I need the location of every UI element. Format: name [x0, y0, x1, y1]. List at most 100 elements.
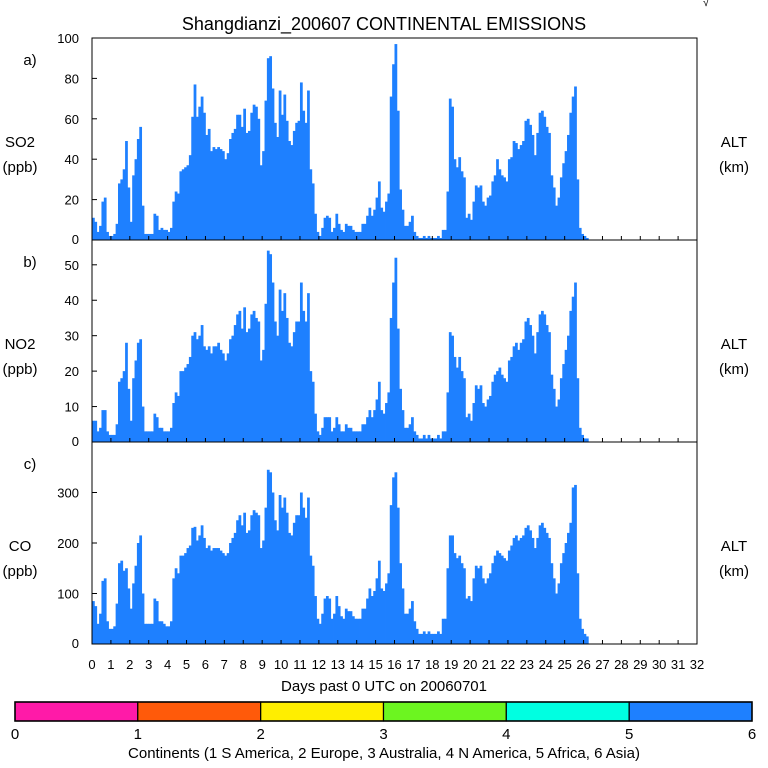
- bar-asia: [233, 325, 237, 442]
- bar-asia: [240, 328, 244, 442]
- bar-asia: [283, 94, 287, 240]
- bar-asia: [122, 570, 126, 644]
- x-tick-label: 28: [614, 657, 628, 672]
- bar-asia: [401, 209, 405, 240]
- y-tick-label: 0: [72, 636, 79, 651]
- x-tick-label: 0: [88, 657, 95, 672]
- bar-asia: [226, 153, 230, 240]
- bar-asia: [285, 317, 289, 442]
- bar-asia: [318, 434, 322, 442]
- bar-asia: [477, 568, 480, 644]
- bar-asia: [231, 537, 235, 644]
- bar-asia: [221, 151, 225, 240]
- x-tick-label: 4: [164, 657, 171, 672]
- bar-asia: [418, 237, 421, 240]
- bar-asia: [489, 195, 492, 240]
- bar-asia: [562, 163, 566, 240]
- bar-asia: [500, 374, 504, 442]
- bar-asia: [571, 296, 575, 442]
- bar-asia: [162, 431, 166, 442]
- bar-asia: [304, 122, 308, 240]
- bar-asia: [333, 613, 336, 644]
- bar-asia: [151, 233, 154, 240]
- bar-asia: [122, 371, 126, 442]
- bar-asia: [141, 205, 145, 240]
- bar-asia: [266, 469, 270, 644]
- x-tick-label: 12: [312, 657, 326, 672]
- bar-asia: [281, 310, 284, 442]
- bar-asia: [238, 515, 242, 644]
- x-axis-label: Days past 0 UTC on 20060701: [281, 678, 487, 695]
- bar-asia: [394, 44, 398, 241]
- panel-3: 0 100 200 300 c) CO (ppb) ALT (km): [2, 441, 749, 651]
- bar-asia: [538, 525, 542, 644]
- bar-asia: [245, 132, 249, 240]
- bar-asia: [318, 235, 322, 240]
- bar-asia: [259, 360, 263, 442]
- y-tick-label: 100: [57, 587, 79, 602]
- bar-asia: [498, 553, 502, 644]
- bar-asia: [174, 392, 178, 442]
- y-tick-label: 60: [65, 112, 79, 127]
- bar-asia: [108, 628, 112, 644]
- bar-asia: [481, 578, 485, 644]
- bar-asia: [531, 134, 535, 240]
- bar-asia: [375, 399, 379, 442]
- bar-asia: [470, 219, 473, 240]
- x-tick-label: 11: [293, 657, 307, 672]
- bar-asia: [496, 371, 499, 442]
- bar-asia: [541, 110, 544, 240]
- x-tick-label: 1: [107, 657, 114, 672]
- bar-asia: [337, 223, 341, 240]
- bar-asia: [552, 578, 556, 644]
- bar-asia: [257, 118, 261, 240]
- bar-asia: [229, 139, 232, 240]
- bar-asia: [99, 613, 102, 644]
- bar-asia: [219, 349, 223, 442]
- bar-asia: [342, 618, 346, 644]
- bar-asia: [576, 378, 580, 442]
- bar-asia: [507, 360, 511, 442]
- bar-asia: [318, 623, 322, 644]
- bar-asia: [292, 130, 296, 240]
- colorbar-swatch: [505, 701, 630, 722]
- x-tick-label: 18: [425, 657, 439, 672]
- bar-asia: [148, 431, 152, 442]
- bar-asia: [148, 623, 152, 644]
- bar-asia: [505, 181, 509, 240]
- bar-asia: [484, 205, 488, 240]
- bar-asia: [543, 527, 547, 644]
- bar-asia: [214, 149, 218, 240]
- bar-asia: [205, 548, 209, 644]
- bar-asia: [446, 191, 450, 240]
- bar-asia: [295, 321, 298, 442]
- panel-1: 0 20 40 60 80 100 a) SO2 (ppb) ALT (km): [2, 31, 749, 247]
- bar-asia: [186, 165, 190, 240]
- bar-asia: [184, 367, 187, 442]
- y-axis-units: (ppb): [2, 361, 37, 378]
- x-tick-label: 25: [557, 657, 571, 672]
- bar-asia: [155, 601, 159, 644]
- bar-asia: [224, 159, 228, 240]
- bar-asia: [382, 590, 386, 644]
- bar-asia: [283, 293, 287, 442]
- bar-asia: [484, 583, 488, 644]
- bar-asia: [368, 207, 372, 240]
- panel-letter: c): [24, 456, 37, 473]
- bar-asia: [134, 360, 138, 442]
- bar-asia: [385, 403, 388, 442]
- bar-asia: [463, 177, 466, 240]
- bar-asia: [340, 616, 343, 644]
- bar-asia: [418, 633, 421, 644]
- bar-asia: [297, 321, 301, 442]
- bar-asia: [316, 431, 320, 442]
- bar-asia: [531, 335, 535, 442]
- bar-asia: [323, 417, 327, 442]
- bar-asia: [233, 128, 237, 240]
- bar-asia: [439, 438, 443, 442]
- bar-asia: [503, 378, 506, 442]
- bar-asia: [186, 364, 190, 442]
- bar-asia: [193, 526, 197, 644]
- bar-asia: [437, 235, 440, 240]
- bar-asia: [214, 548, 218, 644]
